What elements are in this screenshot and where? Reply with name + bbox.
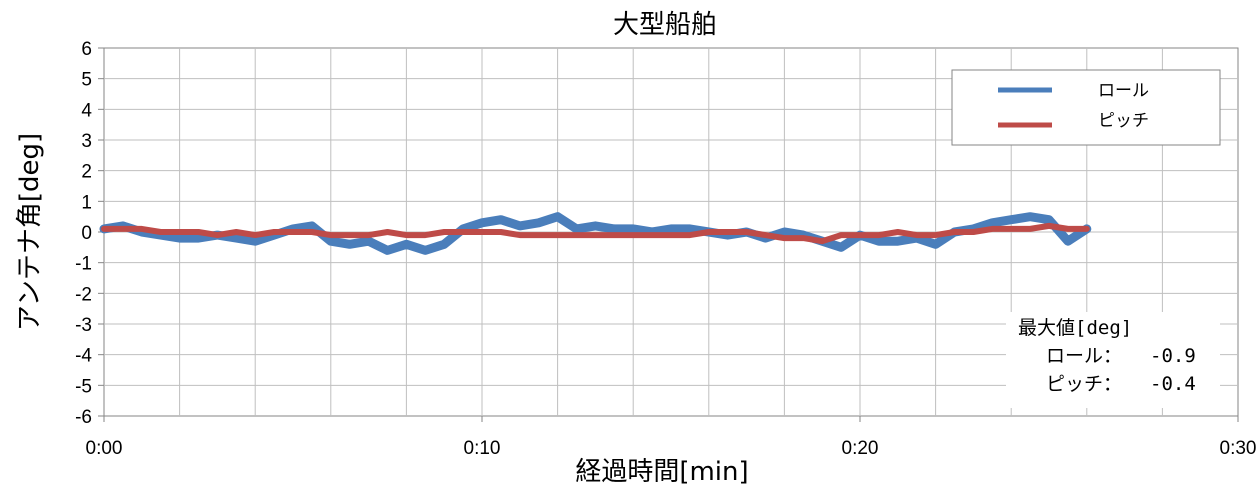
x-tick-label: 0:30 xyxy=(1220,438,1257,459)
max-value-roll-value: -0.9 xyxy=(1150,345,1196,367)
y-tick-label: -2 xyxy=(75,284,92,305)
x-tick-label: 0:00 xyxy=(86,438,123,459)
max-value-roll-label: ロール： xyxy=(1046,345,1122,367)
y-tick-label: -3 xyxy=(75,315,92,336)
y-tick-label: 4 xyxy=(81,100,92,121)
chart-title: 大型船舶 xyxy=(613,10,717,40)
y-tick-label: 5 xyxy=(81,70,92,91)
series-layer xyxy=(99,212,1092,255)
x-axis-ticks: 0:00 0:10 0:20 0:30 xyxy=(86,416,1257,459)
y-tick-label: 2 xyxy=(81,162,92,183)
legend-label-pitch: ピッチ xyxy=(1098,111,1149,131)
series-pitch-line xyxy=(101,222,1090,245)
max-value-pitch-value: -0.4 xyxy=(1150,373,1196,395)
y-tick-label: 1 xyxy=(81,192,92,213)
legend: ロール ピッチ xyxy=(951,69,1221,146)
y-tick-label: 3 xyxy=(81,131,92,152)
max-value-box-bg xyxy=(1006,312,1220,408)
y-tick-label: -4 xyxy=(75,346,92,367)
y-tick-label: -5 xyxy=(75,376,92,397)
y-axis-ticks: 6 5 4 3 2 1 0 -1 -2 -3 -4 -5 -6 xyxy=(75,39,104,428)
y-tick-label: 0 xyxy=(81,223,92,244)
y-axis-title: アンテナ角[deg] xyxy=(15,133,45,331)
y-tick-label: -6 xyxy=(75,407,92,428)
x-tick-label: 0:10 xyxy=(464,438,501,459)
legend-label-roll: ロール xyxy=(1098,81,1149,101)
series-roll-line xyxy=(99,212,1092,255)
x-axis-title: 経過時間[min] xyxy=(575,457,748,487)
max-value-pitch-label: ピッチ： xyxy=(1046,373,1122,395)
legend-box xyxy=(951,69,1221,146)
y-tick-label: -1 xyxy=(75,254,92,275)
max-value-heading: 最大値[deg] xyxy=(1018,317,1132,339)
max-value-box: 最大値[deg] ロール： -0.9 ピッチ： -0.4 xyxy=(1006,312,1220,408)
x-tick-label: 0:20 xyxy=(842,438,879,459)
y-tick-label: 6 xyxy=(81,39,92,60)
